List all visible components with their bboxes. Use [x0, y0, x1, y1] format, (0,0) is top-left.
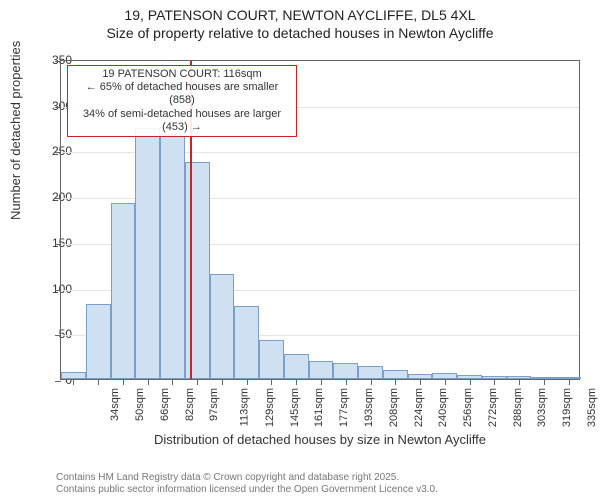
x-tick-label: 303sqm [536, 388, 548, 427]
x-tick-label: 335sqm [586, 388, 598, 427]
x-tick-label: 208sqm [388, 388, 400, 427]
x-tick [73, 379, 74, 385]
x-tick-label: 50sqm [134, 388, 146, 421]
histogram-bar [383, 370, 408, 379]
x-tick [197, 379, 198, 385]
x-tick [470, 379, 471, 385]
x-tick [247, 379, 248, 385]
y-axis-title: Number of detached properties [8, 41, 23, 220]
title-line2: Size of property relative to detached ho… [0, 24, 600, 42]
x-tick [569, 379, 570, 385]
x-axis-title: Distribution of detached houses by size … [60, 432, 580, 447]
histogram-bar [234, 306, 259, 379]
y-tick [55, 61, 61, 62]
x-tick-label: 82sqm [184, 388, 196, 421]
x-tick-label: 288sqm [512, 388, 524, 427]
histogram-bar [358, 366, 383, 379]
x-tick-label: 97sqm [208, 388, 220, 421]
x-tick [271, 379, 272, 385]
x-tick [420, 379, 421, 385]
x-tick [148, 379, 149, 385]
chart-title-block: 19, PATENSON COURT, NEWTON AYCLIFFE, DL5… [0, 0, 600, 42]
x-tick-label: 145sqm [289, 388, 301, 427]
x-tick [296, 379, 297, 385]
x-tick [123, 379, 124, 385]
annotation-title: 19 PATENSON COURT: 116sqm [72, 68, 292, 81]
histogram-bar [86, 304, 111, 379]
y-tick [55, 290, 61, 291]
footer-line2: Contains public sector information licen… [56, 484, 438, 496]
histogram-bar [185, 162, 210, 379]
y-tick [55, 198, 61, 199]
x-tick-label: 113sqm [239, 388, 251, 426]
x-tick-label: 34sqm [109, 388, 121, 421]
y-tick [55, 381, 61, 382]
x-tick [371, 379, 372, 385]
x-tick-label: 161sqm [314, 388, 326, 427]
y-tick [55, 335, 61, 336]
x-tick-label: 319sqm [561, 388, 573, 427]
x-tick [395, 379, 396, 385]
footer-attribution: Contains HM Land Registry data © Crown c… [56, 472, 438, 496]
histogram-bar [259, 340, 284, 379]
histogram-bar [160, 134, 185, 379]
plot-area: 19 PATENSON COURT: 116sqm← 65% of detach… [60, 60, 580, 380]
x-tick [494, 379, 495, 385]
x-tick [519, 379, 520, 385]
x-tick [445, 379, 446, 385]
histogram-bar [61, 372, 86, 379]
x-tick [98, 379, 99, 385]
x-tick-label: 272sqm [487, 388, 499, 427]
chart-area: Number of detached properties 0501001502… [0, 50, 600, 450]
x-tick [544, 379, 545, 385]
y-tick [55, 107, 61, 108]
x-tick [321, 379, 322, 385]
y-tick [55, 244, 61, 245]
x-tick-label: 256sqm [462, 388, 474, 427]
histogram-bar [284, 354, 309, 379]
annotation-line2: 34% of semi-detached houses are larger (… [72, 108, 292, 134]
annotation-box: 19 PATENSON COURT: 116sqm← 65% of detach… [67, 65, 297, 137]
annotation-line1: ← 65% of detached houses are smaller (85… [72, 81, 292, 107]
y-tick [55, 152, 61, 153]
footer-line1: Contains HM Land Registry data © Crown c… [56, 472, 438, 484]
x-tick-label: 224sqm [413, 388, 425, 427]
x-tick-label: 129sqm [264, 388, 276, 427]
x-tick-label: 193sqm [363, 388, 375, 427]
histogram-bar [135, 128, 160, 379]
x-tick [222, 379, 223, 385]
histogram-bar [111, 203, 136, 379]
x-tick [172, 379, 173, 385]
x-tick-label: 177sqm [338, 388, 350, 427]
x-tick [346, 379, 347, 385]
histogram-bar [210, 274, 235, 379]
histogram-bar [333, 363, 358, 379]
x-tick-label: 240sqm [437, 388, 449, 427]
x-tick-label: 66sqm [159, 388, 171, 421]
histogram-bar [309, 361, 334, 379]
title-line1: 19, PATENSON COURT, NEWTON AYCLIFFE, DL5… [0, 6, 600, 24]
